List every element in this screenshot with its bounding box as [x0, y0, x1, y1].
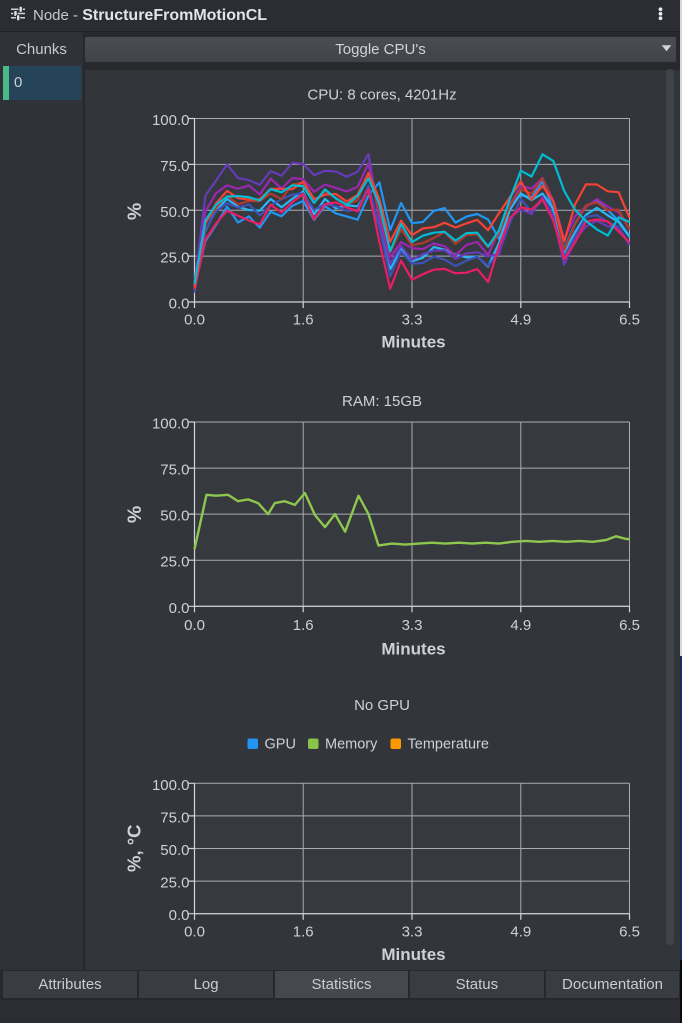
svg-text:1.6: 1.6: [293, 312, 314, 329]
svg-text:Minutes: Minutes: [381, 640, 445, 659]
svg-text:1.6: 1.6: [293, 924, 314, 941]
svg-text:Temperature: Temperature: [408, 737, 489, 753]
svg-text:3.3: 3.3: [402, 312, 423, 329]
svg-text:0.0: 0.0: [184, 312, 205, 329]
svg-text:6.5: 6.5: [619, 312, 640, 329]
svg-text:4.9: 4.9: [510, 312, 531, 329]
svg-text:6.5: 6.5: [619, 924, 640, 941]
svg-text:50.0: 50.0: [160, 204, 189, 221]
svg-text:Memory: Memory: [325, 737, 378, 753]
svg-text:100.0: 100.0: [152, 112, 190, 129]
svg-text:0.0: 0.0: [184, 617, 205, 634]
svg-text:50.0: 50.0: [160, 842, 189, 859]
svg-text:3.3: 3.3: [402, 924, 423, 941]
svg-text:Minutes: Minutes: [381, 945, 445, 964]
svg-text:3.3: 3.3: [402, 617, 423, 634]
svg-text:25.0: 25.0: [160, 875, 189, 892]
svg-text:4.9: 4.9: [510, 924, 531, 941]
svg-text:75.0: 75.0: [160, 158, 189, 175]
svg-text:%, °C: %, °C: [124, 824, 145, 872]
svg-text:No GPU: No GPU: [354, 697, 410, 714]
svg-text:100.0: 100.0: [152, 777, 190, 794]
svg-text:1.6: 1.6: [293, 617, 314, 634]
svg-text:25.0: 25.0: [160, 250, 189, 267]
svg-text:GPU: GPU: [265, 737, 296, 753]
svg-text:0.0: 0.0: [169, 907, 190, 924]
svg-text:0.0: 0.0: [169, 600, 190, 617]
svg-text:CPU: 8 cores, 4201Hz: CPU: 8 cores, 4201Hz: [307, 87, 456, 104]
svg-text:6.5: 6.5: [619, 617, 640, 634]
svg-text:RAM: 15GB: RAM: 15GB: [342, 393, 422, 410]
svg-text:%: %: [124, 506, 146, 523]
svg-text:25.0: 25.0: [160, 554, 189, 571]
svg-text:0.0: 0.0: [184, 924, 205, 941]
svg-text:4.9: 4.9: [510, 617, 531, 634]
svg-text:Minutes: Minutes: [381, 333, 445, 352]
svg-text:50.0: 50.0: [160, 508, 189, 525]
svg-text:75.0: 75.0: [160, 809, 189, 826]
svg-text:%: %: [124, 203, 146, 220]
svg-text:0.0: 0.0: [169, 296, 190, 313]
svg-text:75.0: 75.0: [160, 462, 189, 479]
svg-text:100.0: 100.0: [152, 416, 190, 433]
